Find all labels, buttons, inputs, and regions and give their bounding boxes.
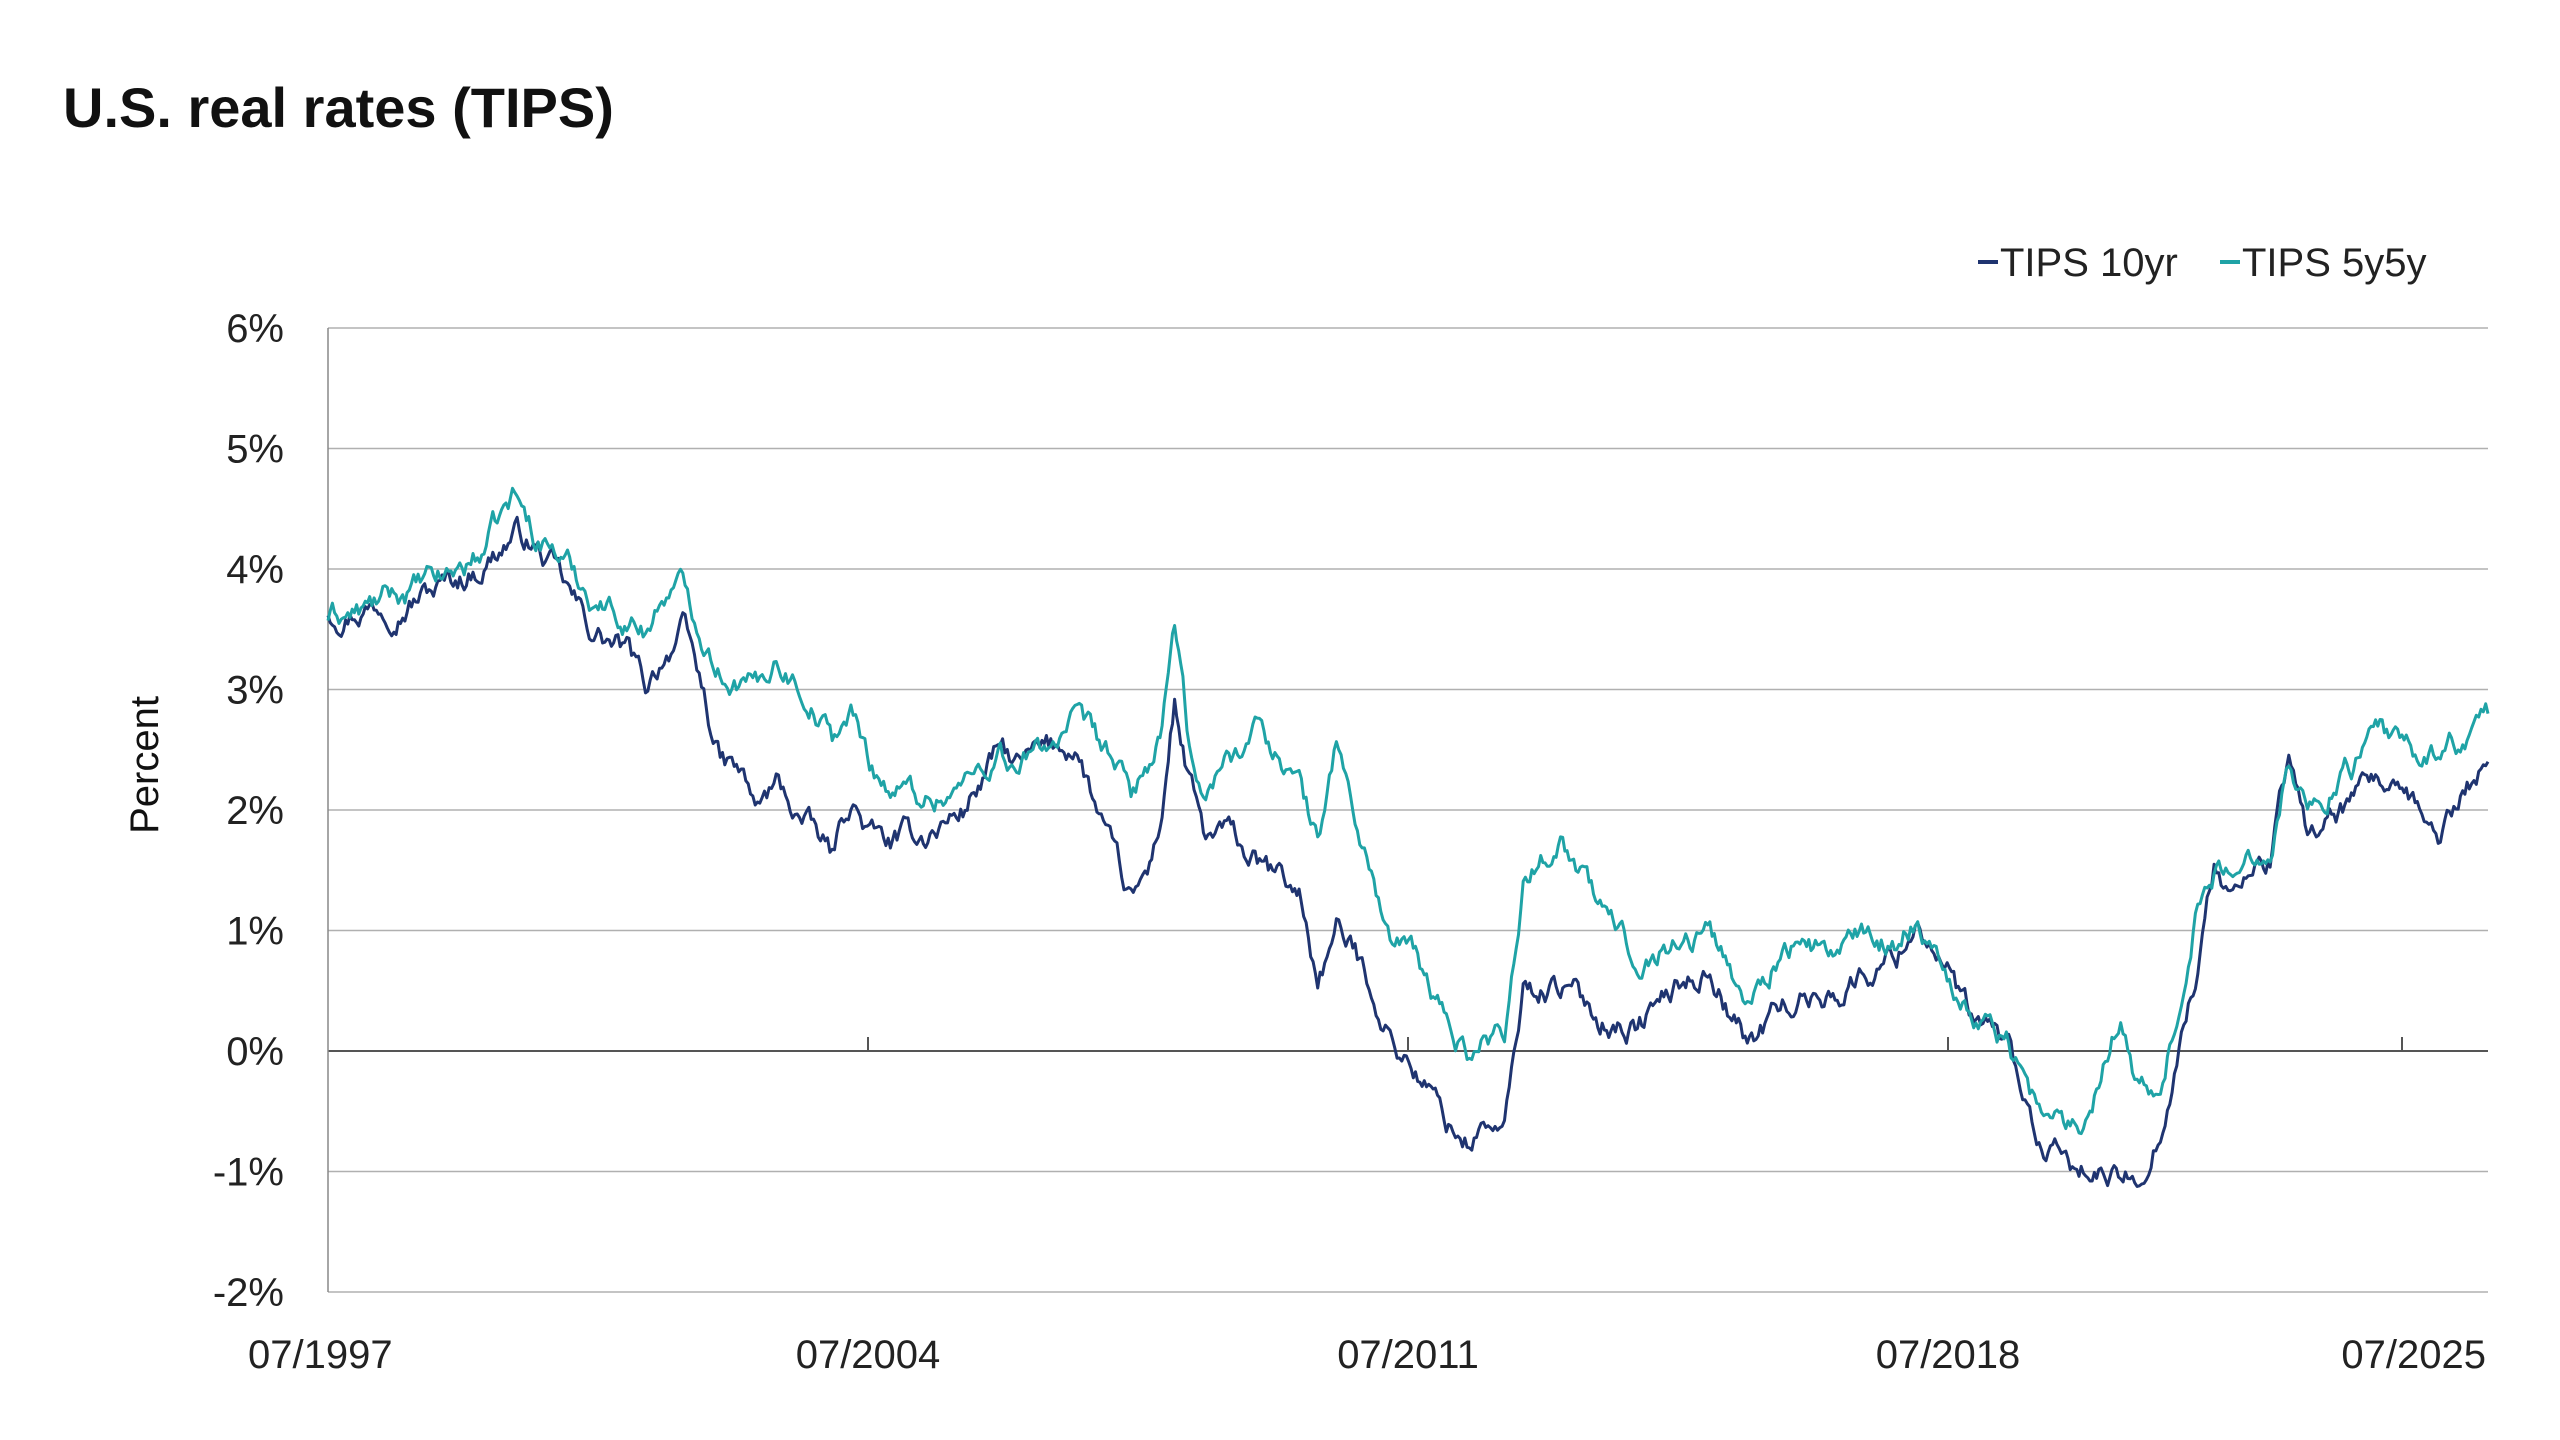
legend-label: TIPS 5y5y	[2242, 241, 2427, 285]
y-tick-label: 3%	[226, 669, 284, 713]
y-tick-label: 4%	[226, 548, 284, 592]
y-tick-label: 6%	[226, 307, 284, 351]
series-line-tips-10yr	[326, 515, 2490, 1188]
chart-title: U.S. real rates (TIPS)	[63, 76, 614, 139]
legend-label: TIPS 10yr	[2000, 241, 2178, 285]
y-tick-label: -2%	[213, 1271, 284, 1315]
series-line-tips-5y5y	[326, 486, 2490, 1136]
x-tick-label: 07/1997	[248, 1333, 393, 1377]
y-axis-title: Percent	[123, 696, 167, 834]
y-tick-label: 1%	[226, 910, 284, 954]
x-tick-label: 07/2025	[2341, 1333, 2486, 1377]
legend: TIPS 10yr TIPS 5y5y	[1978, 241, 2427, 285]
y-tick-label: 2%	[226, 789, 284, 833]
axis-layer: 6% 5% 4% 3% 2% 1% 0% -1% -2% 07/1997 07/2004 07/201…	[213, 307, 2486, 1377]
x-tick-label: 07/2004	[796, 1333, 941, 1377]
grid-layer	[328, 327, 2488, 1293]
x-tick-label: 07/2011	[1337, 1333, 1479, 1377]
y-tick-label: -1%	[213, 1151, 284, 1195]
x-tick-label: 07/2018	[1876, 1333, 2021, 1377]
y-tick-label: 0%	[226, 1030, 284, 1074]
series-layer	[326, 486, 2490, 1188]
y-tick-label: 5%	[226, 428, 284, 472]
